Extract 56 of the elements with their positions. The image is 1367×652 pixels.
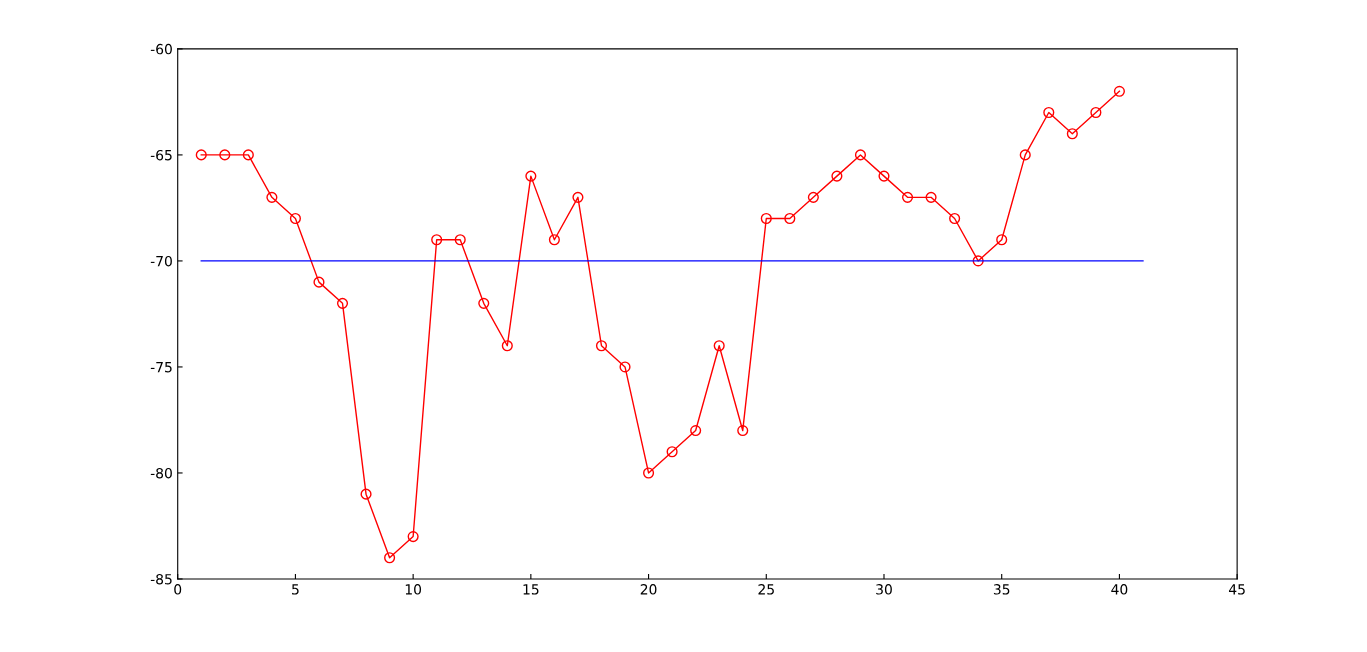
- y-tick-label: -65: [150, 149, 172, 161]
- y-tick-label: -60: [150, 43, 172, 55]
- point: [454, 234, 466, 246]
- point: [643, 467, 655, 479]
- point: [854, 149, 867, 161]
- x-tick-label: 20: [640, 584, 657, 595]
- y-tick-label: -85: [150, 573, 172, 585]
- x-tick-label: 10: [405, 584, 422, 595]
- y-tick-label: -70: [150, 255, 172, 267]
- point: [1090, 106, 1102, 119]
- y-tick-label: -80: [150, 467, 172, 479]
- point: [289, 212, 301, 225]
- point: [266, 191, 278, 203]
- x-tick-label: 30: [876, 584, 892, 595]
- point: [972, 255, 984, 267]
- point: [360, 488, 372, 500]
- point: [831, 170, 843, 182]
- y-tick-label: -75: [150, 362, 172, 373]
- x-tick-label: 35: [993, 584, 1010, 595]
- point: [336, 297, 349, 309]
- x-tick-label: 5: [292, 584, 299, 595]
- point: [313, 276, 325, 288]
- point: [737, 424, 749, 437]
- point: [407, 531, 419, 543]
- point: [384, 552, 396, 564]
- point: [666, 446, 678, 458]
- point: [878, 170, 890, 182]
- point: [595, 340, 608, 352]
- point: [219, 149, 231, 161]
- point: [619, 361, 631, 373]
- point: [807, 191, 819, 203]
- point: [548, 234, 560, 246]
- point: [1019, 149, 1031, 161]
- x-tick-label: 45: [1228, 584, 1245, 595]
- point: [949, 212, 961, 225]
- point: [996, 234, 1008, 246]
- point: [1066, 128, 1078, 140]
- point: [760, 212, 772, 225]
- point: [195, 149, 207, 161]
- point: [572, 191, 584, 203]
- point: [925, 191, 937, 203]
- point: [1043, 106, 1055, 119]
- point: [242, 149, 254, 161]
- point: [478, 297, 490, 309]
- point: [1113, 85, 1125, 97]
- point: [784, 212, 796, 225]
- point: [525, 170, 537, 182]
- x-tick-label: 15: [523, 584, 539, 595]
- point: [713, 340, 725, 352]
- point: [901, 191, 914, 203]
- x-tick-label: 0: [174, 584, 182, 595]
- x-tick-label: 25: [758, 584, 774, 595]
- point: [690, 424, 702, 437]
- point: [431, 234, 443, 246]
- point: [501, 340, 513, 352]
- x-tick-label: 40: [1111, 584, 1128, 595]
